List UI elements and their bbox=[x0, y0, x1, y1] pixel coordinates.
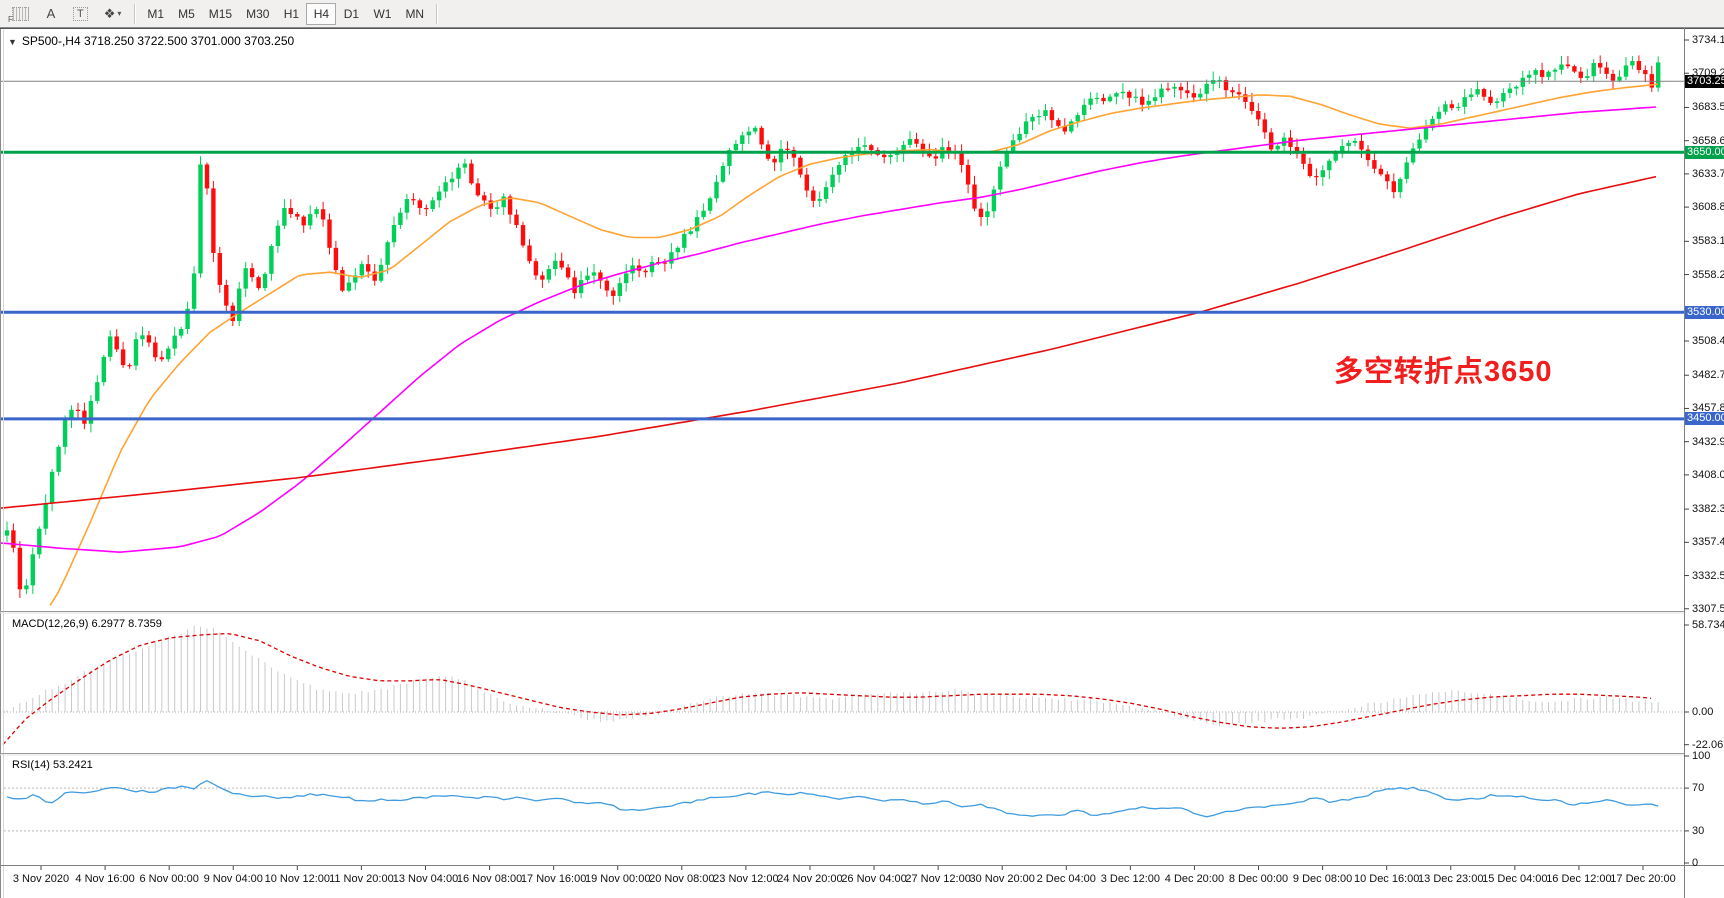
price-axis-label: 3583.160 bbox=[1692, 235, 1724, 248]
timeframe-m5[interactable]: M5 bbox=[171, 3, 202, 25]
price-axis-label: 3709.245 bbox=[1692, 67, 1724, 80]
time-axis-label: 17 Nov 16:00 bbox=[520, 873, 587, 885]
chart-header: ▼ SP500-,H4 3718.250 3722.500 3701.000 37… bbox=[8, 34, 294, 48]
time-axis-label: 4 Nov 16:00 bbox=[75, 873, 135, 885]
time-axis-label: 6 Nov 00:00 bbox=[139, 873, 199, 885]
price-axis-label: 3734.160 bbox=[1692, 34, 1724, 46]
macd-axis-label: 0.00 bbox=[1692, 706, 1714, 718]
rsi-axis-label: 70 bbox=[1692, 782, 1705, 795]
text-t-icon: T bbox=[73, 6, 88, 21]
price-axis-label: 3658.660 bbox=[1692, 134, 1724, 147]
time-axis-label: 10 Dec 16:00 bbox=[1353, 873, 1420, 885]
symbol-dropdown-icon[interactable]: ▼ bbox=[8, 37, 17, 47]
time-axis-label: 20 Nov 08:00 bbox=[649, 873, 715, 885]
template-grid-button[interactable]: F bbox=[5, 3, 36, 25]
price-axis-label: 3457.830 bbox=[1692, 402, 1724, 415]
price-axis-label: 3608.830 bbox=[1692, 201, 1724, 214]
price-axis-label: 3683.575 bbox=[1692, 101, 1724, 114]
chart-overlay: ▼ SP500-,H4 3718.250 3722.500 3701.000 37… bbox=[0, 28, 1724, 898]
timeframe-h4[interactable]: H4 bbox=[306, 2, 337, 25]
time-axis-label: 26 Nov 04:00 bbox=[841, 873, 907, 885]
font-a-icon: A bbox=[46, 6, 56, 21]
toolbar-separator bbox=[436, 3, 438, 24]
time-axis-label: 13 Nov 04:00 bbox=[392, 873, 459, 885]
time-axis-label: 16 Dec 12:00 bbox=[1546, 873, 1612, 885]
price-tag-3703.250: 3703.250 bbox=[1685, 74, 1724, 88]
macd-axis-label: -22.0675 bbox=[1692, 738, 1724, 751]
time-axis-label: 9 Dec 08:00 bbox=[1292, 873, 1353, 885]
timeframe-d1[interactable]: D1 bbox=[336, 3, 366, 25]
price-axis-label: 3432.915 bbox=[1692, 435, 1724, 448]
time-axis-label: 10 Nov 12:00 bbox=[264, 873, 331, 885]
time-axis-label: 15 Dec 04:00 bbox=[1482, 873, 1548, 885]
time-axis-label: 3 Nov 2020 bbox=[12, 873, 70, 885]
cursor-arrows-icon: ❖ bbox=[103, 5, 116, 21]
timeframe-mn[interactable]: MN bbox=[398, 3, 431, 25]
price-tag-3650.000: 3650.000 bbox=[1685, 145, 1724, 159]
price-axis-label: 3482.745 bbox=[1692, 369, 1724, 382]
macd-axis-label: 58.7348 bbox=[1692, 618, 1724, 631]
font-tool-button[interactable]: A bbox=[38, 3, 64, 25]
price-axis-label: 3558.245 bbox=[1692, 268, 1724, 281]
text-tool-button[interactable]: T bbox=[66, 3, 95, 25]
cursor-mode-button[interactable]: ❖ ▾ bbox=[97, 3, 129, 25]
rsi-axis-label: 100 bbox=[1692, 750, 1711, 762]
time-axis-label: 3 Dec 12:00 bbox=[1100, 873, 1161, 885]
time-axis-label: 27 Nov 12:00 bbox=[905, 873, 971, 885]
timeframe-group: M1 M5 M15 M30 H1 H4 D1 W1 MN bbox=[140, 2, 431, 25]
rsi-axis-label: 0 bbox=[1692, 857, 1699, 869]
price-axis-label: 3332.500 bbox=[1692, 569, 1724, 582]
price-axis-label: 3307.585 bbox=[1692, 602, 1724, 615]
chart-ohlc-title: SP500-,H4 3718.250 3722.500 3701.000 370… bbox=[21, 34, 295, 48]
time-axis-label: 24 Nov 20:00 bbox=[777, 873, 843, 885]
timeframe-m30[interactable]: M30 bbox=[239, 3, 276, 25]
price-tag-3450.000: 3450.000 bbox=[1685, 412, 1724, 426]
chevron-down-icon: ▾ bbox=[117, 9, 122, 18]
timeframe-h1[interactable]: H1 bbox=[276, 3, 306, 25]
price-axis-label: 3633.745 bbox=[1692, 167, 1724, 180]
price-axis-label: 3508.415 bbox=[1692, 334, 1724, 347]
price-tag-3530.000: 3530.000 bbox=[1685, 305, 1724, 319]
timeframe-w1[interactable]: W1 bbox=[366, 3, 398, 25]
price-axis-label: 3382.330 bbox=[1692, 503, 1724, 516]
time-axis-label: 9 Nov 04:00 bbox=[203, 873, 263, 885]
timeframe-m1[interactable]: M1 bbox=[140, 3, 171, 25]
chart-canvas[interactable] bbox=[0, 28, 1724, 898]
grid-icon bbox=[12, 6, 29, 21]
rsi-axis-label: 30 bbox=[1692, 824, 1705, 837]
rsi-label: RSI(14) 53.2421 bbox=[12, 759, 93, 771]
toolbar-separator bbox=[134, 3, 136, 24]
grid-f-label: F bbox=[8, 14, 13, 24]
price-axis-label: 3408.000 bbox=[1692, 468, 1724, 481]
time-axis-label: 11 Nov 20:00 bbox=[329, 873, 394, 885]
time-axis-label: 17 Dec 20:00 bbox=[1610, 873, 1676, 885]
time-axis-label: 16 Nov 08:00 bbox=[456, 873, 523, 885]
time-axis-label: 23 Nov 12:00 bbox=[713, 873, 779, 885]
time-axis-label: 19 Nov 00:00 bbox=[585, 873, 651, 885]
time-axis-label: 30 Nov 20:00 bbox=[969, 873, 1035, 885]
toolbar: F A T ❖ ▾ M1 M5 M15 M30 H1 H4 D1 W1 MN bbox=[0, 0, 1724, 28]
chart-window: ▼ SP500-,H4 3718.250 3722.500 3701.000 37… bbox=[0, 28, 1724, 898]
time-axis-label: 4 Dec 20:00 bbox=[1164, 873, 1225, 885]
time-axis-label: 2 Dec 04:00 bbox=[1036, 873, 1096, 885]
chart-annotation: 多空转折点3650 bbox=[1334, 356, 1553, 388]
macd-label: MACD(12,26,9) 6.2977 8.7359 bbox=[12, 618, 162, 630]
time-axis-label: 8 Dec 00:00 bbox=[1228, 873, 1289, 885]
price-axis-label: 3357.415 bbox=[1692, 536, 1724, 549]
timeframe-m15[interactable]: M15 bbox=[202, 3, 239, 25]
time-axis-label: 13 Dec 23:00 bbox=[1418, 873, 1484, 885]
